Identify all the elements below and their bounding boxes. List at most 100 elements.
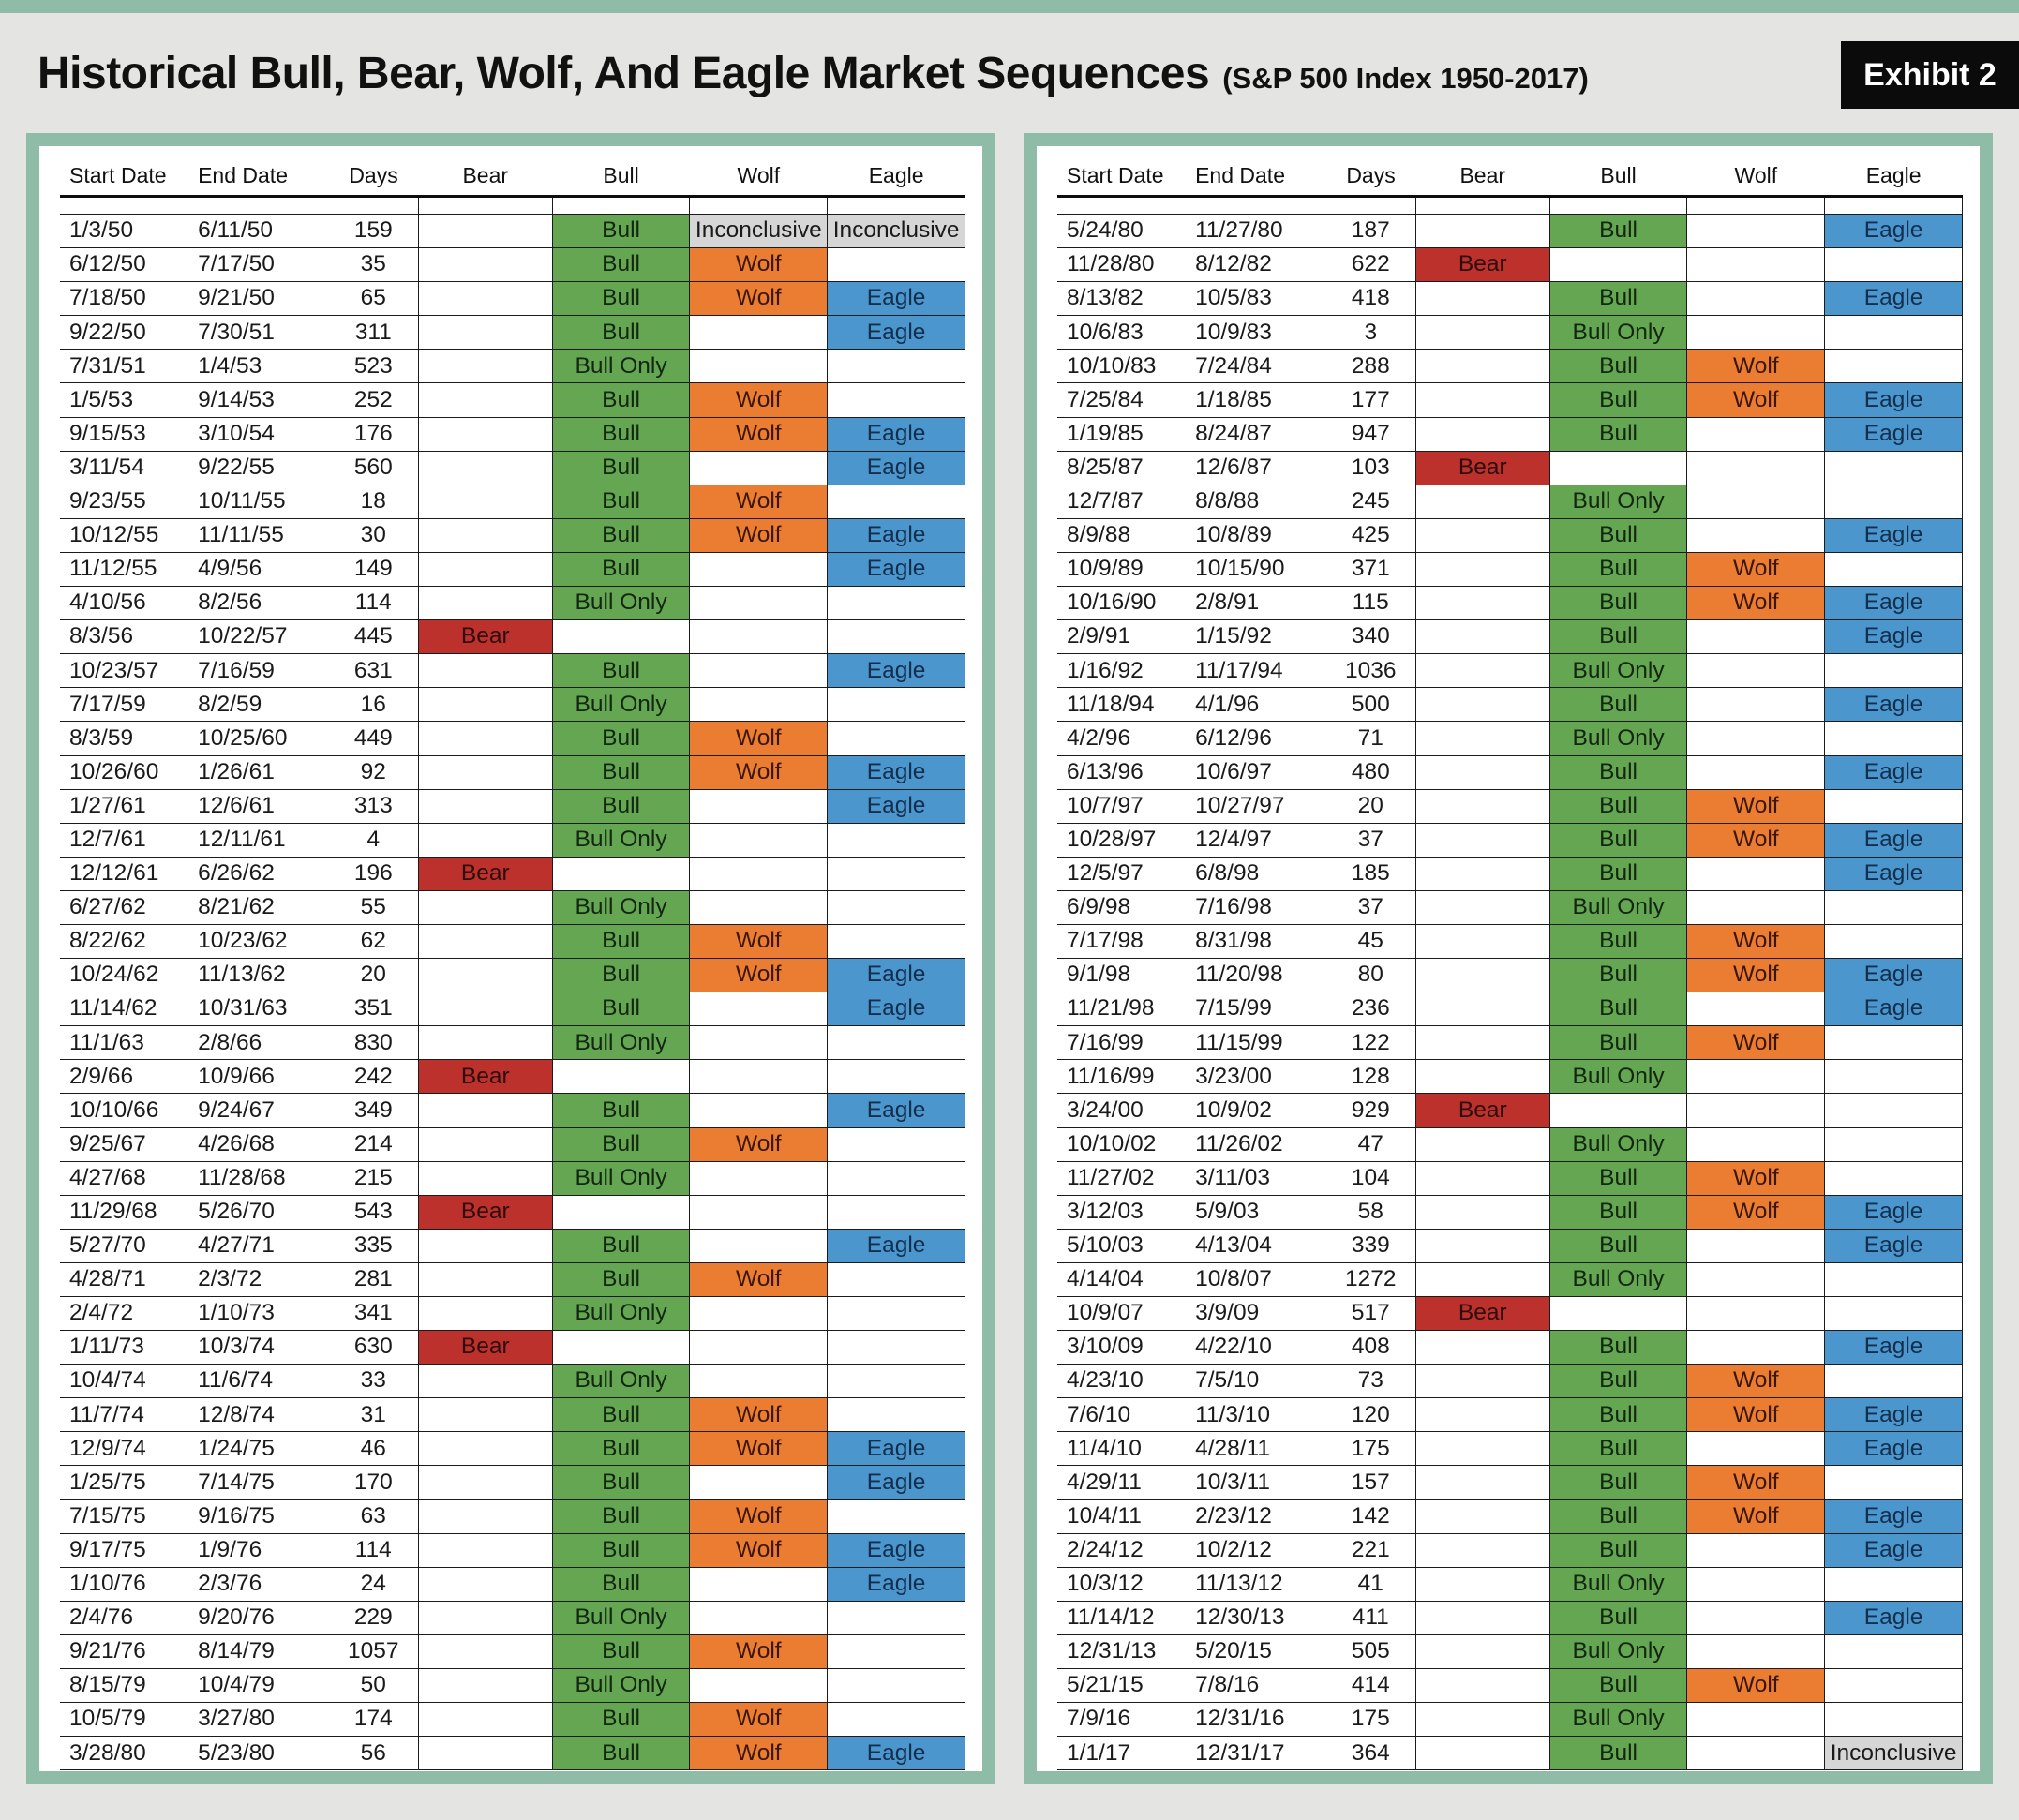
top-accent-bar (0, 0, 2019, 13)
cell-start-date: 1/3/50 (60, 214, 189, 249)
cell-days: 281 (328, 1262, 419, 1298)
cell-start-date: 4/23/10 (1057, 1364, 1187, 1399)
cell-end-date: 6/26/62 (188, 857, 329, 891)
cell-days: 20 (328, 958, 419, 993)
cell-start-date: 7/25/84 (1057, 382, 1187, 418)
cell-bull: Bull (1548, 214, 1687, 249)
cell-bull: Bull (1548, 1431, 1687, 1467)
cell-bull: Bull (551, 1567, 690, 1602)
cell-wolf (1686, 1296, 1825, 1332)
cell-days: 523 (328, 349, 419, 384)
cell-wolf: Wolf (1686, 552, 1825, 588)
cell-eagle (1824, 1465, 1963, 1500)
cell-days: 500 (1325, 687, 1416, 723)
cell-bear (1414, 1161, 1550, 1196)
cell-bear (1414, 1127, 1550, 1162)
cell-start-date: 11/1/63 (60, 1025, 189, 1061)
cell-eagle (827, 1668, 965, 1704)
cell-end-date: 9/21/50 (188, 281, 329, 317)
cell-start-date: 5/24/80 (1057, 214, 1187, 249)
cell-wolf: Wolf (1686, 1195, 1825, 1230)
cell-eagle: Eagle (1824, 1195, 1963, 1230)
cell-wolf: Wolf (1686, 958, 1825, 993)
cell-days: 37 (1325, 890, 1416, 925)
cell-bear (1414, 1465, 1550, 1500)
cell-days: 63 (328, 1499, 419, 1534)
cell-bull: Bull (551, 789, 690, 824)
cell-start-date: 11/14/12 (1057, 1601, 1187, 1635)
cell-bull: Bull Only (551, 1364, 690, 1399)
cell-end-date: 1/4/53 (188, 349, 329, 384)
cell-wolf (689, 1229, 828, 1263)
cell-bear (417, 1668, 553, 1704)
cell-eagle: Eagle (1824, 281, 1963, 317)
cell-bull: Bull (1548, 619, 1687, 655)
cell-start-date: 10/24/62 (60, 958, 189, 993)
cell-bull: Bull (551, 1499, 690, 1534)
cell-start-date: 12/9/74 (60, 1431, 189, 1467)
cell-end-date: 2/3/76 (188, 1567, 329, 1602)
cell-days: 37 (1325, 823, 1416, 858)
cell-days: 236 (1325, 992, 1416, 1027)
cell-eagle (1824, 1093, 1963, 1128)
cell-bear (417, 382, 553, 418)
cell-eagle (1824, 552, 1963, 588)
cell-start-date: 8/13/82 (1057, 281, 1187, 317)
cell-days: 16 (328, 687, 419, 723)
cell-eagle (827, 619, 965, 655)
cell-start-date: 9/17/75 (60, 1533, 189, 1568)
cell-end-date: 3/11/03 (1186, 1161, 1326, 1196)
cell-bear (1414, 281, 1550, 317)
cell-eagle: Eagle (1824, 992, 1963, 1027)
cell-wolf: Wolf (689, 924, 828, 960)
cell-eagle (1824, 924, 1963, 960)
cell-eagle: Eagle (1824, 823, 1963, 858)
table-row: 10/24/62 11/13/62 20 Bull Wolf Eagle (60, 958, 965, 993)
cell-start-date: 10/28/97 (1057, 823, 1187, 858)
table-row: 12/7/61 12/11/61 4 Bull Only (60, 823, 965, 858)
cell-eagle (1824, 1634, 1963, 1670)
cell-start-date: 4/10/56 (60, 586, 189, 621)
cell-bear (417, 755, 553, 790)
cell-end-date: 7/24/84 (1186, 349, 1326, 384)
cell-bear (1414, 789, 1550, 824)
cell-wolf (689, 789, 828, 824)
cell-end-date: 9/24/67 (188, 1093, 329, 1128)
cell-end-date: 1/26/61 (188, 755, 329, 790)
table-row: 2/24/12 10/2/12 221 Bull Eagle (1057, 1533, 1963, 1568)
cell-bear (417, 1229, 553, 1263)
cell-end-date: 3/27/80 (188, 1702, 329, 1738)
cell-bear: Bear (417, 1330, 553, 1365)
cell-wolf (689, 1465, 828, 1500)
cell-bull: Bull (1548, 1229, 1687, 1263)
spacer-cell (1186, 196, 1326, 215)
cell-bull: Bull Only (551, 1296, 690, 1332)
cell-end-date: 10/8/89 (1186, 518, 1326, 553)
cell-bull: Bull (551, 1262, 690, 1298)
page-title: Historical Bull, Bear, Wolf, And Eagle M… (0, 48, 1589, 99)
cell-bull: Bull (1548, 755, 1687, 790)
cell-bear (417, 586, 553, 621)
cell-wolf: Wolf (1686, 823, 1825, 858)
table-row: 4/29/11 10/3/11 157 Bull Wolf (1057, 1465, 1963, 1500)
table-row: 8/3/56 10/22/57 445 Bear (60, 619, 965, 655)
cell-end-date: 10/9/66 (188, 1059, 329, 1095)
cell-end-date: 10/22/57 (188, 619, 329, 655)
cell-bear (1414, 890, 1550, 925)
cell-eagle (1824, 1262, 1963, 1298)
cell-days: 62 (328, 924, 419, 960)
cell-end-date: 12/11/61 (188, 823, 329, 858)
cell-start-date: 11/16/99 (1057, 1059, 1187, 1095)
cell-start-date: 1/16/92 (1057, 653, 1187, 689)
cell-end-date: 1/15/92 (1186, 619, 1326, 655)
cell-wolf: Wolf (1686, 789, 1825, 824)
cell-days: 229 (328, 1601, 419, 1635)
table-row: 7/6/10 11/3/10 120 Bull Wolf Eagle (1057, 1397, 1963, 1433)
cell-bear (1414, 1059, 1550, 1095)
table-row: 6/9/98 7/16/98 37 Bull Only (1057, 890, 1963, 925)
cell-bull: Bull Only (551, 823, 690, 858)
cell-end-date: 11/13/62 (188, 958, 329, 993)
cell-eagle: Eagle (1824, 1229, 1963, 1263)
cell-wolf (689, 619, 828, 655)
cell-wolf (689, 1601, 828, 1635)
